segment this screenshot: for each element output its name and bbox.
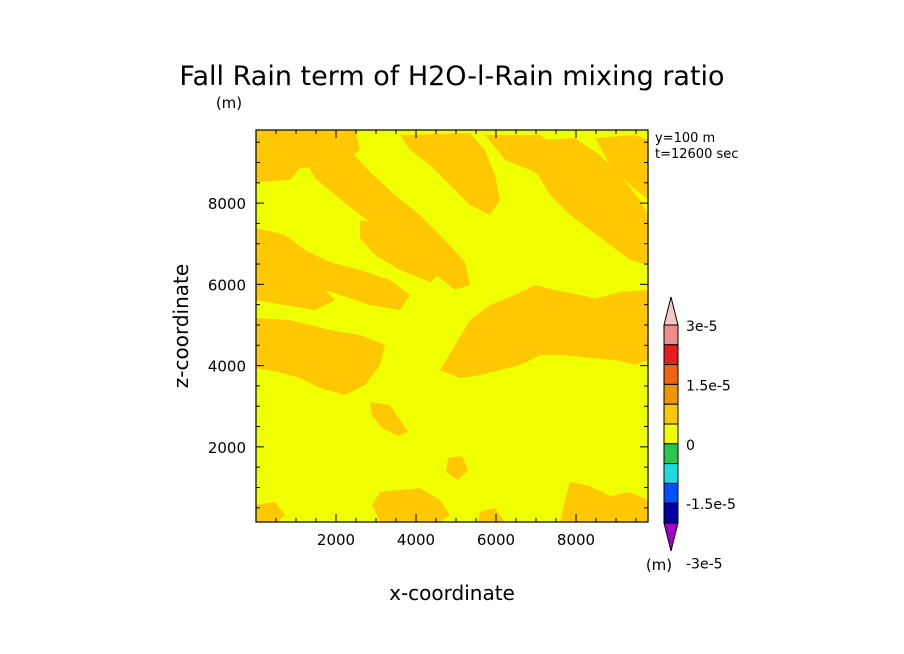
contour-region	[560, 482, 648, 522]
plot-area	[255, 129, 649, 523]
colorbar-segment	[663, 463, 679, 484]
contour-region	[256, 262, 335, 310]
contour-region	[535, 138, 648, 265]
contour-region	[360, 220, 445, 282]
contour-region	[440, 285, 648, 378]
title-units: (m)	[216, 94, 242, 112]
contour-region	[400, 133, 500, 215]
y-tick-label: 4000	[208, 358, 246, 376]
y-tick-labels: 2000 4000 6000 8000	[208, 195, 246, 457]
colorbar-segment	[663, 443, 679, 465]
colorbar-segment	[663, 423, 679, 445]
y-tick-label: 8000	[208, 195, 246, 213]
contour-region	[478, 508, 505, 522]
colorbar-segment	[663, 364, 679, 385]
info-box: y=100 mt=12600 sec	[655, 131, 738, 162]
y-tick-label: 2000	[208, 439, 246, 457]
y-tick-label: 6000	[208, 276, 246, 294]
colorbar-label: 3e-5	[686, 319, 717, 335]
contour-region	[256, 502, 285, 522]
contour-region	[256, 318, 385, 395]
colorbar-units: (m)	[646, 556, 672, 574]
contour-region	[256, 335, 300, 365]
colorbar-top-triangle	[663, 296, 679, 326]
x-axis-label: x-coordinate	[389, 581, 515, 605]
x-tick-labels: 2000 4000 6000 8000	[317, 531, 595, 549]
colorbar-segment	[663, 324, 679, 346]
info-line: y=100 m	[655, 131, 715, 146]
colorbar-label: 1.5e-5	[686, 378, 731, 394]
contour-region	[372, 488, 450, 522]
colorbar-bottom-triangle	[663, 522, 679, 552]
colorbar-label: -3e-5	[686, 557, 723, 573]
colorbar-segment	[663, 403, 679, 425]
colorbar-segment	[663, 383, 679, 405]
x-tick-label: 6000	[477, 531, 515, 549]
contour-region	[595, 135, 648, 200]
plot-frame	[255, 129, 649, 523]
colorbar-segment	[663, 344, 679, 366]
contour-region	[590, 290, 648, 320]
contour-region	[370, 402, 408, 436]
colorbar-segment	[663, 502, 679, 524]
x-tick-label: 4000	[397, 531, 435, 549]
contour-region	[446, 456, 468, 480]
axis-ticks	[256, 130, 648, 522]
colorbar-label: 0	[686, 438, 695, 454]
colorbar-label: -1.5e-5	[686, 497, 736, 513]
colorbar: 3e-5 1.5e-5 0 -1.5e-5 -3e-5	[663, 296, 736, 573]
y-axis-label: z-coordinate	[169, 264, 193, 388]
chart-title: Fall Rain term of H2O-l-Rain mixing rati…	[179, 61, 724, 92]
x-tick-label: 2000	[317, 531, 355, 549]
colorbar-segment	[663, 482, 679, 504]
x-tick-label: 8000	[557, 531, 595, 549]
info-line: t=12600 sec	[655, 147, 738, 162]
contour-region	[256, 228, 410, 310]
